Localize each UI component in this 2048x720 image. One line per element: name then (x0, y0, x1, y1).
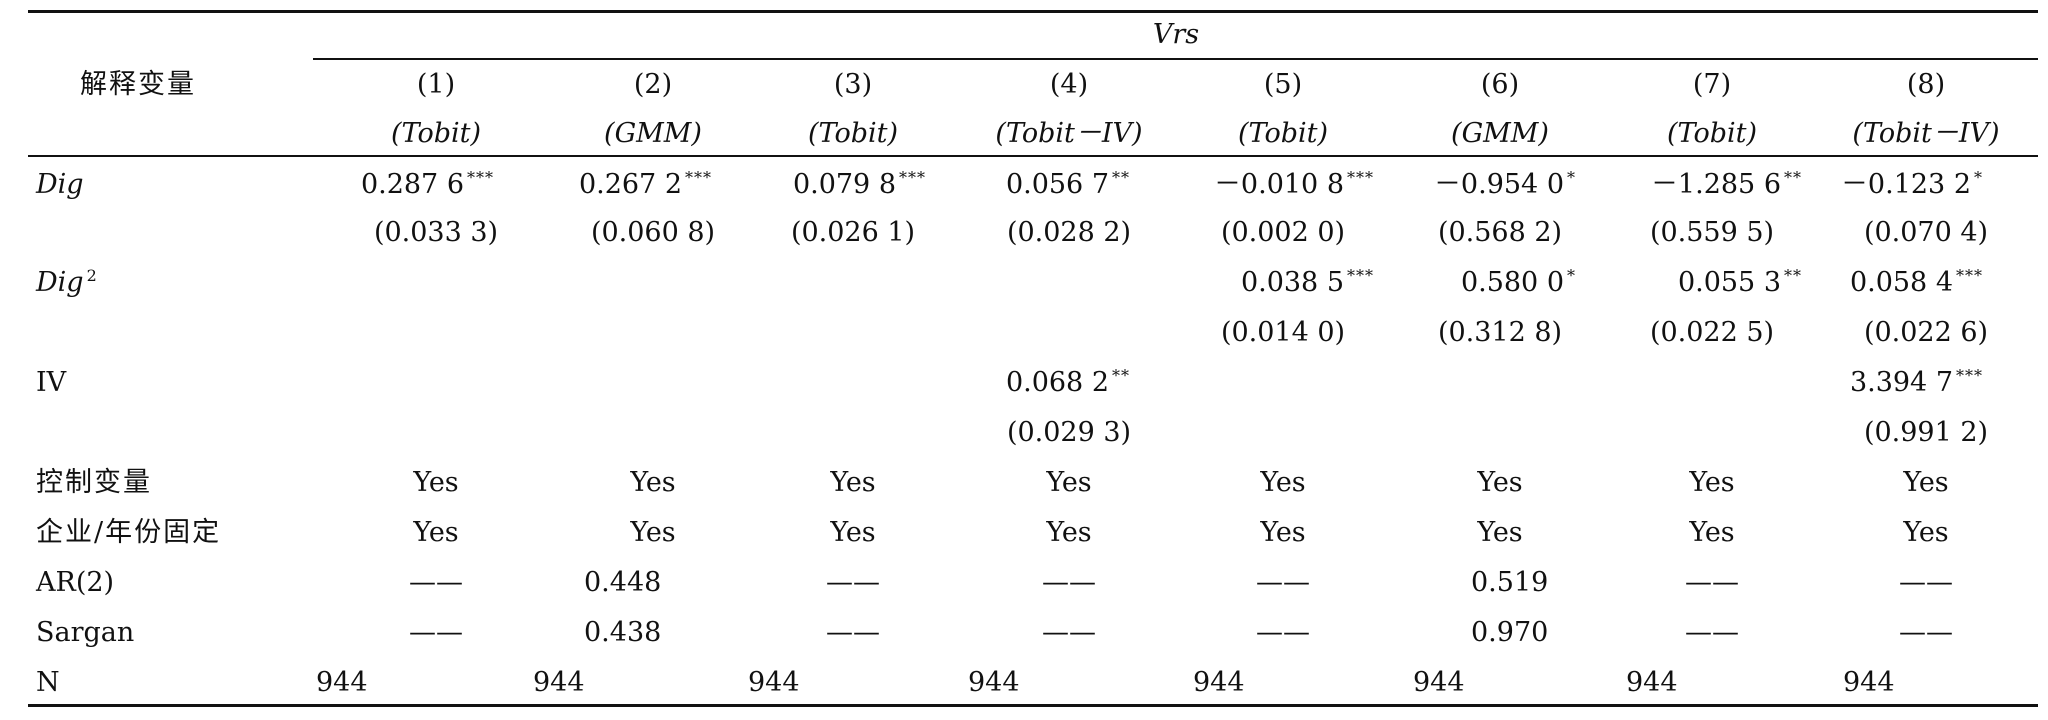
dash-cell: —— (1685, 567, 1739, 598)
col-method: (Tobit) (1666, 118, 1758, 149)
col-method: (Tobit－IV) (995, 118, 1143, 149)
dash-cell: —— (1899, 567, 1953, 598)
dash-cell: —— (1899, 617, 1953, 648)
bottom-rule (28, 704, 2038, 707)
n-cell: 944 (748, 667, 800, 698)
yes-cell: Yes (1046, 517, 1092, 548)
col-num: (6) (1480, 69, 1520, 100)
dash-cell: —— (1042, 617, 1096, 648)
se-cell: (0.022 6) (1863, 317, 1989, 348)
coef-cell: 0.068 2 ** (1005, 366, 1130, 398)
col-method: (Tobit－IV) (1852, 118, 2000, 149)
coef-cell: 0.580 0 * (1460, 266, 1576, 298)
col-method: (Tobit) (807, 118, 899, 149)
dash-cell: —— (409, 567, 463, 598)
se-cell: (0.559 5) (1649, 217, 1775, 248)
col-num: (1) (416, 69, 456, 100)
row-label-iv: IV (36, 367, 67, 398)
col-method: (GMM) (604, 118, 702, 149)
top-rule (28, 10, 2038, 13)
dash-cell: —— (826, 567, 880, 598)
row-label-fixed-effects: 企业/年份固定 (36, 517, 222, 548)
coef-cell: －0.954 0 * (1433, 168, 1576, 200)
coef-cell: 0.079 8 *** (792, 168, 926, 200)
col-method: (Tobit) (1237, 118, 1329, 149)
se-cell: (0.022 5) (1649, 317, 1775, 348)
stat-cell: 0.448 (584, 567, 662, 598)
dash-cell: —— (409, 617, 463, 648)
coef-cell: －1.285 6 ** (1650, 168, 1802, 200)
se-cell: (0.060 8) (590, 217, 716, 248)
coef-cell: 0.056 7 ** (1005, 168, 1130, 200)
col-method: (Tobit) (390, 118, 482, 149)
group-rule (313, 58, 2038, 60)
dash-cell: —— (1256, 617, 1310, 648)
col-num: (5) (1263, 69, 1303, 100)
se-cell: (0.312 8) (1437, 317, 1563, 348)
dash-cell: —— (1042, 567, 1096, 598)
coef-cell: 0.287 6 *** (360, 168, 494, 200)
coef-cell: 0.058 4 *** (1849, 266, 1983, 298)
yes-cell: Yes (630, 517, 676, 548)
se-cell: (0.070 4) (1863, 217, 1989, 248)
dash-cell: —— (1685, 617, 1739, 648)
col-num: (8) (1906, 69, 1946, 100)
yes-cell: Yes (1903, 467, 1949, 498)
header-rule (28, 155, 2038, 157)
n-cell: 944 (1193, 667, 1245, 698)
se-cell: (0.002 0) (1220, 217, 1346, 248)
col-num: (3) (833, 69, 873, 100)
coef-cell: －0.010 8 *** (1213, 168, 1374, 200)
group-header: Vrs (1152, 19, 1200, 50)
col-num: (2) (633, 69, 673, 100)
n-cell: 944 (1626, 667, 1678, 698)
yes-cell: Yes (1903, 517, 1949, 548)
row-label-dig: Dig (36, 169, 84, 200)
coef-cell: 3.394 7 *** (1849, 366, 1983, 398)
yes-cell: Yes (413, 467, 459, 498)
yes-cell: Yes (830, 517, 876, 548)
dash-cell: —— (826, 617, 880, 648)
yes-cell: Yes (1477, 517, 1523, 548)
stat-cell: 0.519 (1471, 567, 1549, 598)
coef-cell: 0.038 5 *** (1240, 266, 1374, 298)
se-cell: (0.029 3) (1006, 417, 1132, 448)
row-label-sargan: Sargan (36, 617, 135, 648)
col-method: (GMM) (1451, 118, 1549, 149)
se-cell: (0.033 3) (373, 217, 499, 248)
n-cell: 944 (1843, 667, 1895, 698)
n-cell: 944 (1413, 667, 1465, 698)
n-cell: 944 (533, 667, 585, 698)
yes-cell: Yes (1689, 517, 1735, 548)
stat-cell: 0.438 (584, 617, 662, 648)
dash-cell: —— (1256, 567, 1310, 598)
row-label-ar2: AR(2) (36, 567, 115, 598)
yes-cell: Yes (1260, 517, 1306, 548)
yes-cell: Yes (413, 517, 459, 548)
yes-cell: Yes (1046, 467, 1092, 498)
se-cell: (0.568 2) (1437, 217, 1563, 248)
regression-table: 解释变量 Vrs (1) (2) (3) (4) (5) (6) (7) (8)… (28, 0, 2038, 720)
coef-cell: 0.055 3 ** (1677, 266, 1802, 298)
coef-cell: －0.123 2 * (1840, 168, 1983, 200)
row-label-controls: 控制变量 (36, 467, 152, 498)
se-cell: (0.028 2) (1006, 217, 1132, 248)
yes-cell: Yes (830, 467, 876, 498)
se-cell: (0.991 2) (1863, 417, 1989, 448)
yes-cell: Yes (1260, 467, 1306, 498)
row-header-label: 解释变量 (80, 69, 196, 100)
row-label-dig-squared: Dig 2 (36, 266, 98, 298)
row-label-n: N (36, 667, 60, 698)
se-cell: (0.026 1) (790, 217, 916, 248)
coef-cell: 0.267 2 *** (578, 168, 712, 200)
yes-cell: Yes (630, 467, 676, 498)
yes-cell: Yes (1477, 467, 1523, 498)
col-num: (4) (1049, 69, 1089, 100)
yes-cell: Yes (1689, 467, 1735, 498)
n-cell: 944 (968, 667, 1020, 698)
stat-cell: 0.970 (1471, 617, 1549, 648)
n-cell: 944 (316, 667, 368, 698)
col-num: (7) (1692, 69, 1732, 100)
se-cell: (0.014 0) (1220, 317, 1346, 348)
